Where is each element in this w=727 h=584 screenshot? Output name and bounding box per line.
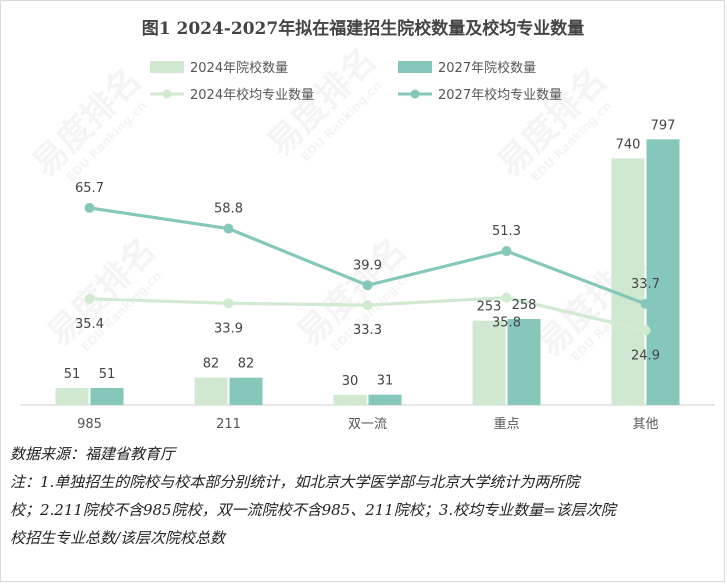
bar <box>229 377 263 405</box>
bar-value-label: 253 <box>477 300 502 315</box>
data-labels: 51 82 30 253 740 51 82 31 258 797 35.4 33.9 33.3 35.8… <box>64 118 676 389</box>
line-point <box>223 223 234 234</box>
bar-value-label: 82 <box>238 357 255 372</box>
line-point <box>84 202 95 213</box>
legend-label: 2024年校均专业数量 <box>190 87 314 103</box>
line-point <box>640 298 651 309</box>
line-value-label: 24.9 <box>631 348 660 363</box>
legend-item: 2024年院校数量 <box>150 60 288 76</box>
line-value-label: 51.3 <box>492 224 521 239</box>
line-value-label: 33.3 <box>353 323 382 338</box>
line-value-label: 65.7 <box>75 181 104 196</box>
legend-item: 2027年校均专业数量 <box>398 87 562 103</box>
bar <box>611 158 645 405</box>
bar <box>472 320 506 405</box>
bar-value-label: 30 <box>342 374 359 389</box>
bars <box>55 139 680 406</box>
note-line-1: 注：1.单独招生的院校与校本部分别统计，如北京大学医学部与北京大学统计为两所院 <box>10 473 580 491</box>
line-point <box>362 280 373 291</box>
line-value-label: 35.8 <box>492 316 521 331</box>
bar <box>507 319 541 405</box>
bar-value-label: 258 <box>512 298 537 313</box>
line-value-label: 33.9 <box>214 321 243 336</box>
bar <box>194 377 228 405</box>
bar-value-label: 31 <box>377 374 394 389</box>
x-tick-label: 211 <box>216 417 241 432</box>
legend-swatch <box>150 61 184 73</box>
line-point <box>223 298 234 309</box>
note-line-3: 校招生专业总数/该层次院校总数 <box>10 529 226 547</box>
legend-item: 2027年院校数量 <box>398 60 536 76</box>
legend-item: 2024年校均专业数量 <box>150 87 314 103</box>
legend-label: 2024年院校数量 <box>190 60 288 76</box>
lines <box>84 202 651 336</box>
bar <box>368 394 402 405</box>
bar <box>55 388 89 405</box>
line-point <box>640 325 651 336</box>
line-value-label: 39.9 <box>353 258 382 273</box>
line-point <box>501 246 512 257</box>
line-value-label: 58.8 <box>214 202 243 217</box>
line-point <box>84 293 95 304</box>
bar-value-label: 51 <box>99 367 116 382</box>
x-tick-label: 重点 <box>493 416 519 432</box>
source-text: 数据来源：福建省教育厅 <box>10 445 176 463</box>
legend: 2024年院校数量 2027年院校数量 2024年校均专业数量 2027年校均专业数量 <box>150 60 562 103</box>
bar-value-label: 51 <box>64 367 81 382</box>
bar-value-label: 797 <box>651 118 676 133</box>
bar <box>333 395 367 405</box>
bar <box>90 388 124 405</box>
legend-label: 2027年院校数量 <box>438 60 536 76</box>
line-point <box>362 300 373 311</box>
footer-notes: 数据来源：福建省教育厅 注：1.单独招生的院校与校本部分别统计，如北京大学医学部… <box>10 440 718 552</box>
line-value-label: 33.7 <box>631 277 660 292</box>
chart-title: 图1 2024-2027年拟在福建招生院校数量及校均专业数量 <box>142 18 584 39</box>
x-tick-label: 其他 <box>632 417 658 432</box>
x-tick-label: 985 <box>77 417 102 432</box>
legend-marker <box>410 89 420 99</box>
legend-swatch <box>398 61 432 73</box>
line-point <box>501 292 512 303</box>
line-value-label: 35.4 <box>75 317 104 332</box>
legend-marker <box>162 89 172 99</box>
legend-label: 2027年校均专业数量 <box>438 87 562 103</box>
bar-value-label: 82 <box>203 357 220 372</box>
note-line-2: 校；2.211院校不含985院校，双一流院校不含985、211院校；3.校均专业… <box>10 501 616 519</box>
x-tick-labels: 985 211 双一流 重点 其他 <box>77 416 658 432</box>
x-tick-label: 双一流 <box>348 417 387 432</box>
bar-value-label: 740 <box>616 137 641 152</box>
bar <box>646 139 680 406</box>
